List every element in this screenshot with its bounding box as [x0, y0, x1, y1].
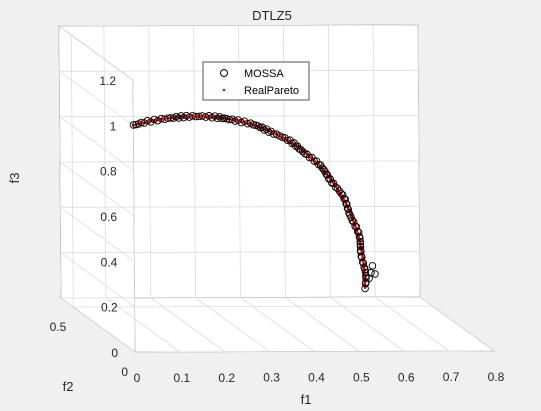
z-tick-label: 0.4 [101, 255, 118, 269]
mossa-point [260, 126, 269, 134]
mossa-point [368, 262, 377, 270]
grid-line-z-side [58, 25, 134, 81]
mossa-point [355, 232, 364, 241]
grid-line-z-back [58, 24, 419, 27]
mossa-point [179, 113, 188, 122]
legend-label-realpareto: RealPareto [244, 85, 299, 97]
mossa-point [283, 136, 292, 145]
y-tick-label: 0.5 [50, 320, 67, 334]
mossa-point [310, 157, 319, 165]
mossa-point [228, 115, 236, 123]
mossa-point [356, 240, 365, 249]
mossa-point [252, 121, 260, 130]
grid-line-z-side [59, 71, 134, 126]
z-tick-label: 0.2 [101, 301, 118, 315]
mossa-point [360, 263, 368, 272]
mossa-point [312, 157, 321, 165]
mossa-point [333, 184, 342, 193]
mossa-point [218, 114, 226, 123]
mossa-point [356, 242, 365, 251]
y-axis-label: f2 [63, 379, 74, 394]
mossa-point [177, 112, 185, 120]
mossa-point [362, 274, 370, 282]
realpareto-point [361, 260, 365, 264]
mossa-point [371, 270, 379, 278]
mossa-point [286, 136, 294, 144]
mossa-point [301, 149, 309, 158]
mossa-point [343, 204, 352, 213]
mossa-point [129, 121, 138, 129]
x-tick-label: 0.8 [488, 370, 505, 384]
chart-title: DTLZ5 [252, 8, 292, 23]
mossa-point [337, 189, 345, 198]
grid-line-z-side [59, 161, 135, 217]
legend-label-mossa: MOSSA [244, 68, 284, 80]
x-tick-label: 0.5 [353, 370, 370, 384]
mossa-point [213, 114, 222, 123]
grid-line-z-back [60, 296, 421, 299]
mossa-point [356, 237, 364, 246]
mossa-point [270, 130, 278, 138]
z-tick-label: 1.2 [99, 74, 116, 88]
mossa-point [153, 116, 162, 125]
z-axis-label: f3 [7, 173, 22, 184]
z-tick-label: 0 [111, 346, 118, 360]
grid-line-y-floor [73, 305, 433, 308]
tick-labels: 0 0.1 0.2 0.3 0.4 0.5 0.6 0.7 0.8 0 0.5 0 0.2 0.4 0.6 0… [50, 74, 505, 385]
z-tick-label: 0.8 [100, 165, 117, 179]
x-tick-label: 0.2 [218, 371, 235, 385]
realpareto-point [363, 281, 367, 285]
mossa-point [160, 115, 169, 124]
realpareto-point [241, 120, 245, 124]
mossa-point [324, 175, 333, 183]
realpareto-point [357, 235, 360, 239]
x-tick-label: 0.3 [263, 371, 280, 385]
mossa-point [356, 246, 365, 255]
mossa-point [358, 258, 367, 266]
mossa-point [367, 269, 375, 277]
grid-line-y-floor [134, 350, 495, 353]
x-tick-label: 0.6 [398, 370, 415, 384]
mossa-point [132, 120, 140, 129]
mossa-point [345, 209, 353, 217]
z-tick-label: 0.6 [100, 210, 117, 224]
mossa-point [365, 274, 373, 283]
mossa-point [140, 119, 149, 127]
mossa-point [341, 195, 349, 204]
mossa-point [361, 268, 370, 277]
mossa-point [169, 114, 178, 122]
z-tick-label: 1 [110, 119, 117, 133]
mossa-point [331, 183, 340, 191]
mossa-point [256, 123, 265, 132]
legend: MOSSA RealPareto [202, 61, 310, 101]
legend-marker-realpareto [222, 88, 226, 92]
grid-line-z-back [59, 160, 420, 163]
x-tick-label: 0.7 [443, 370, 460, 384]
grid-line-z-back [60, 205, 420, 208]
mossa-point [357, 252, 365, 261]
grid-lines [58, 24, 495, 353]
x-tick-label: 0.1 [174, 371, 191, 385]
realpareto-point [205, 115, 209, 119]
realpareto-point [189, 114, 193, 118]
grid-line-z-back [59, 115, 419, 118]
legend-box [202, 61, 310, 101]
grid-line-z-back [60, 251, 420, 254]
x-tick-label: 0 [134, 371, 141, 385]
realpareto-point [361, 255, 365, 259]
mossa-series [129, 111, 379, 293]
x-axis-label: f1 [301, 392, 312, 407]
grid-line-z-side [60, 297, 136, 353]
mossa-point [342, 199, 350, 208]
x-tick-label: 0.4 [308, 371, 325, 385]
y-tick-label: 0 [121, 365, 128, 379]
grid-line-z-side [60, 207, 135, 262]
grid-line-z-side [60, 252, 135, 307]
grid-line-z-side [59, 116, 134, 171]
legend-marker-mossa [220, 69, 228, 77]
